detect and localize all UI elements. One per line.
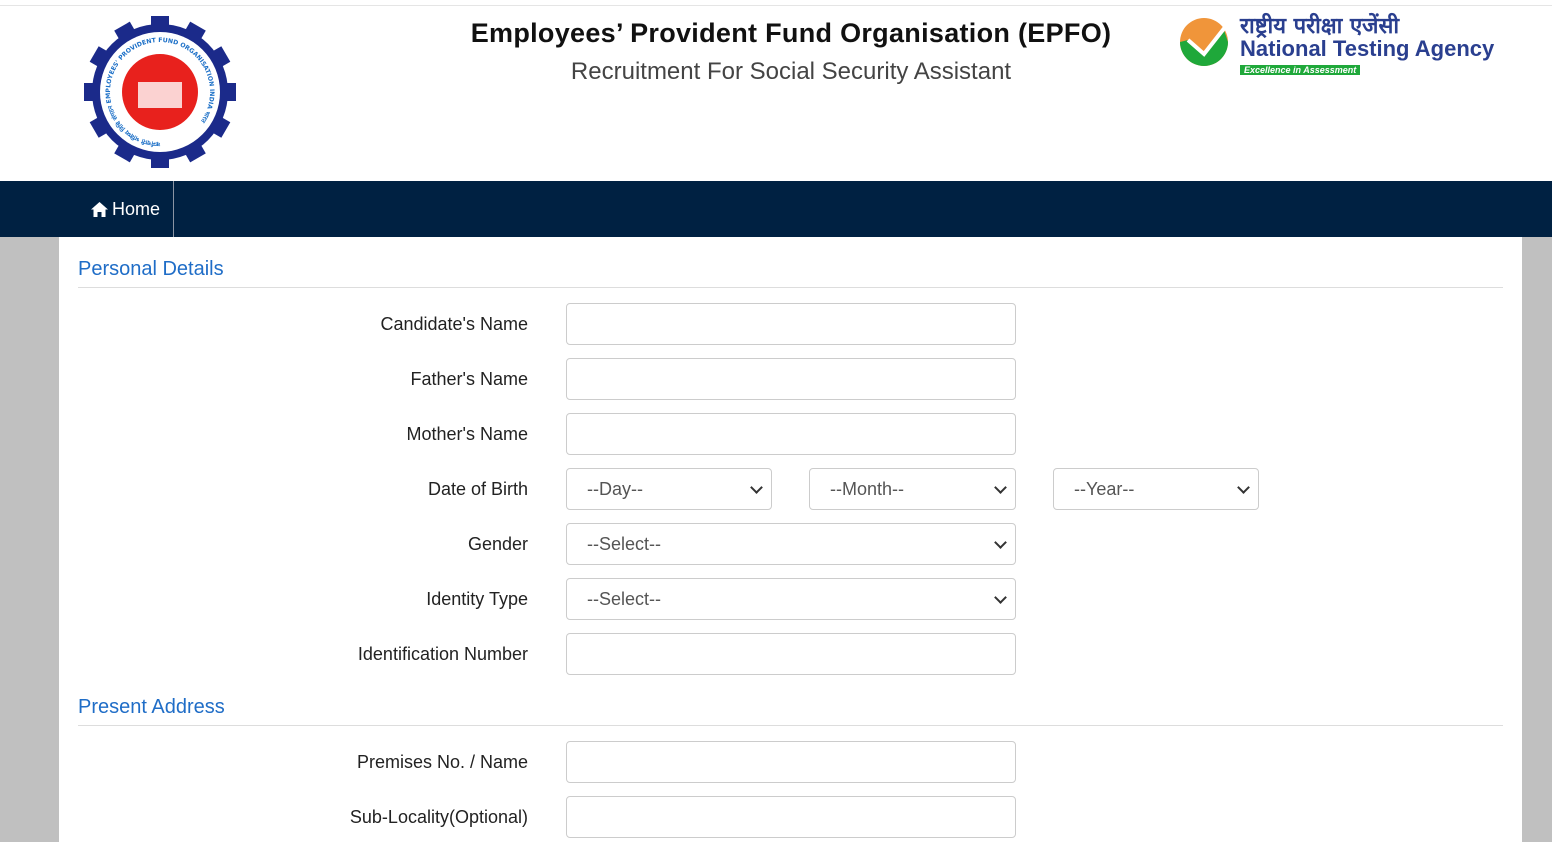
sublocality-input[interactable] — [566, 796, 1016, 838]
nav-home[interactable]: Home — [78, 181, 174, 237]
label-father-name: Father's Name — [410, 369, 528, 389]
navbar: Home — [0, 181, 1552, 237]
nta-english: National Testing Agency — [1240, 36, 1495, 61]
label-identification-number: Identification Number — [357, 644, 528, 664]
gender-select[interactable]: --Select-- — [566, 523, 1016, 565]
father-name-input[interactable] — [566, 358, 1016, 400]
identity-type-select[interactable]: --Select-- — [566, 578, 1016, 620]
header — [0, 6, 1552, 181]
page-title: Employees’ Provident Fund Organisation (… — [470, 18, 1112, 48]
nta-hindi: राष्ट्रीय परीक्षा एजेंसी — [1240, 14, 1400, 39]
top-border — [0, 5, 1552, 6]
identification-number-input[interactable] — [566, 633, 1016, 675]
form-panel: Personal Details Candidate's Name Father… — [59, 237, 1522, 842]
epfo-logo: कर्मचारी भविष्य निधि संगठन EMPLOYEES' PR… — [84, 16, 236, 168]
candidate-name-input[interactable] — [566, 303, 1016, 345]
nta-tagline: Excellence in Assessment — [1240, 65, 1361, 75]
section-present-address: Present Address — [78, 696, 1503, 726]
home-icon — [90, 201, 108, 217]
mother-name-input[interactable] — [566, 413, 1016, 455]
right-gutter — [1522, 237, 1552, 842]
label-mother-name: Mother's Name — [406, 424, 528, 444]
left-gutter — [0, 237, 59, 842]
label-gender: Gender — [467, 534, 528, 554]
premises-input[interactable] — [566, 741, 1016, 783]
nta-logo: राष्ट्रीय परीक्षा एजेंसी National Testin… — [1176, 10, 1506, 80]
nta-check-icon — [1180, 18, 1228, 66]
dob-day-select[interactable]: --Day-- — [566, 468, 772, 510]
nav-home-label: Home — [111, 198, 160, 219]
section-personal-details: Personal Details — [78, 258, 1503, 288]
label-sublocality: Sub-Locality(Optional) — [349, 807, 528, 827]
label-candidate-name: Candidate's Name — [380, 314, 528, 334]
label-premises: Premises No. / Name — [356, 752, 528, 772]
page-subtitle: Recruitment For Social Security Assistan… — [570, 58, 1012, 85]
label-dob: Date of Birth — [427, 479, 528, 499]
dob-year-select[interactable]: --Year-- — [1053, 468, 1259, 510]
label-identity-type: Identity Type — [426, 589, 528, 609]
dob-month-select[interactable]: --Month-- — [809, 468, 1016, 510]
